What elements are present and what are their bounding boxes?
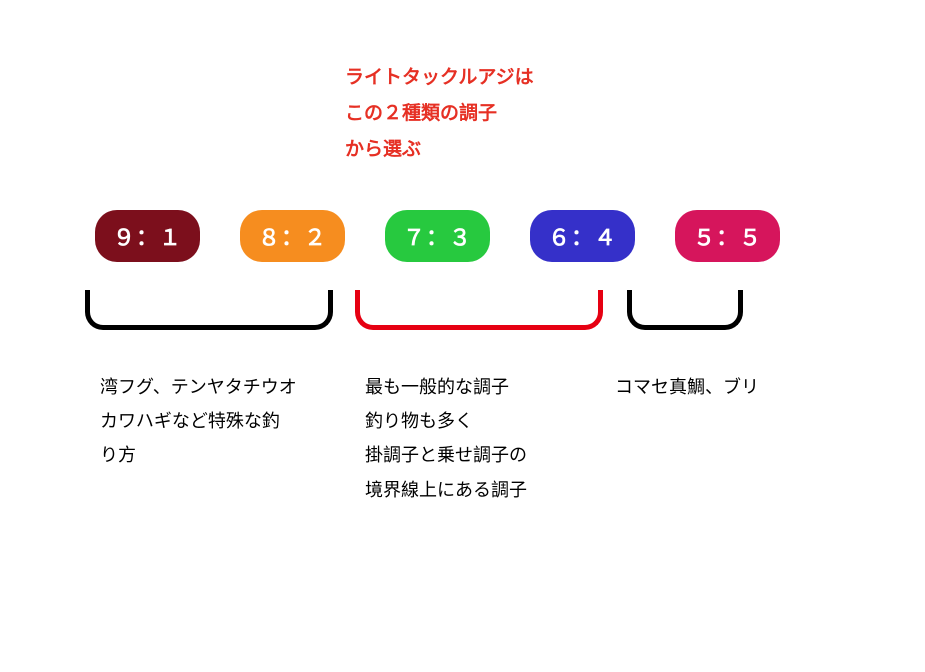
header-note-line: ライトタックルアジは [345,60,534,96]
desc-line: 釣り物も多く [365,404,527,438]
pills-row: ９：１ ８：２ ７：３ ６：４ ５：５ [95,210,780,262]
pill-8-2: ８：２ [240,210,345,262]
desc-3: コマセ真鯛、ブリ [615,370,759,404]
desc-1: 湾フグ、テンヤタチウオ カワハギなど特殊な釣 り方 [100,370,297,473]
pill-5-5: ５：５ [675,210,780,262]
pill-9-1: ９：１ [95,210,200,262]
bracket-3 [627,290,743,330]
bracket-2 [355,290,603,330]
desc-2: 最も一般的な調子 釣り物も多く 掛調子と乗せ調子の 境界線上にある調子 [365,370,527,507]
desc-line: 最も一般的な調子 [365,370,527,404]
bracket-1 [85,290,333,330]
pill-7-3: ７：３ [385,210,490,262]
desc-line: 掛調子と乗せ調子の [365,438,527,472]
pill-6-4: ６：４ [530,210,635,262]
desc-line: カワハギなど特殊な釣 [100,404,297,438]
desc-line: り方 [100,438,297,472]
desc-line: 境界線上にある調子 [365,473,527,507]
desc-line: 湾フグ、テンヤタチウオ [100,370,297,404]
header-note: ライトタックルアジは この２種類の調子 から選ぶ [345,60,534,168]
header-note-line: から選ぶ [345,132,534,168]
desc-line: コマセ真鯛、ブリ [615,370,759,404]
header-note-line: この２種類の調子 [345,96,534,132]
